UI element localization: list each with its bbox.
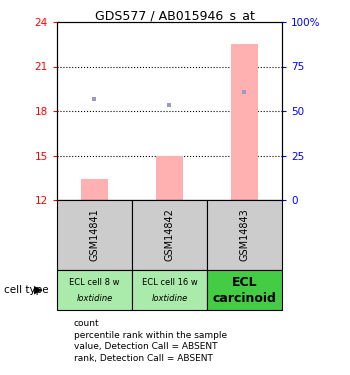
Bar — [132, 270, 207, 310]
Text: ECL cell 8 w: ECL cell 8 w — [69, 278, 120, 287]
Text: percentile rank within the sample: percentile rank within the sample — [74, 330, 227, 339]
Bar — [57, 270, 132, 310]
Text: loxtidine: loxtidine — [76, 294, 113, 303]
Bar — [207, 270, 282, 310]
Text: ECL: ECL — [232, 276, 257, 289]
Text: GSM14841: GSM14841 — [90, 209, 99, 261]
Text: carcinoid: carcinoid — [212, 292, 276, 305]
Bar — [81, 179, 107, 200]
Text: ▶: ▶ — [34, 285, 42, 295]
Text: loxtidine: loxtidine — [151, 294, 188, 303]
Text: GDS577 / AB015946_s_at: GDS577 / AB015946_s_at — [95, 9, 255, 22]
Text: ECL cell 16 w: ECL cell 16 w — [142, 278, 197, 287]
Text: count: count — [74, 318, 99, 327]
Text: cell type: cell type — [4, 285, 48, 295]
Bar — [231, 44, 258, 200]
Bar — [57, 200, 132, 270]
Text: GSM14842: GSM14842 — [164, 209, 175, 261]
Bar — [132, 200, 207, 270]
Text: GSM14843: GSM14843 — [239, 209, 250, 261]
Bar — [156, 156, 183, 200]
Bar — [207, 200, 282, 270]
Text: value, Detection Call = ABSENT: value, Detection Call = ABSENT — [74, 342, 217, 351]
Text: rank, Detection Call = ABSENT: rank, Detection Call = ABSENT — [74, 354, 212, 363]
